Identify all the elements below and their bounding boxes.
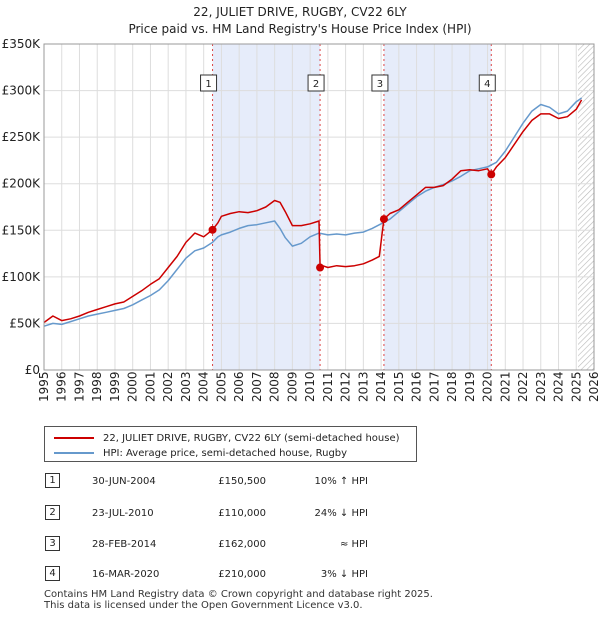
sale-number-badge: 3 bbox=[45, 536, 60, 551]
sale-date: 28-FEB-2014 bbox=[92, 539, 157, 550]
sale-date: 30-JUN-2004 bbox=[92, 476, 156, 487]
x-tick-label: 1999 bbox=[108, 371, 122, 402]
footer-attribution: Contains HM Land Registry data © Crown c… bbox=[44, 589, 433, 611]
sale-price: £110,000 bbox=[218, 508, 266, 519]
x-tick-label: 2006 bbox=[232, 371, 246, 402]
hpi-line bbox=[43, 97, 583, 327]
sale-price: £150,500 bbox=[218, 476, 266, 487]
x-tick-label: 2010 bbox=[303, 371, 317, 402]
sale-date: 16-MAR-2020 bbox=[92, 569, 160, 580]
x-tick-label: 2023 bbox=[534, 371, 548, 402]
x-tick-label: 2005 bbox=[214, 371, 228, 402]
x-tick-label: 2014 bbox=[374, 371, 388, 402]
y-tick-label: £100K bbox=[2, 270, 42, 284]
y-tick-label: £150K bbox=[2, 223, 42, 237]
sale-hpi-relation: 24% ↓ HPI bbox=[314, 508, 368, 519]
x-tick-label: 2024 bbox=[552, 371, 566, 402]
sale-marker-label: 3 bbox=[377, 79, 383, 90]
y-tick-label: £50K bbox=[9, 316, 41, 330]
sale-marker-label: 2 bbox=[313, 79, 319, 90]
x-tick-label: 2015 bbox=[392, 371, 406, 402]
sale-point bbox=[208, 225, 217, 234]
x-tick-label: 2000 bbox=[126, 371, 140, 402]
table-row: 4 16-MAR-2020 £210,000 3% ↓ HPI bbox=[0, 564, 600, 586]
sale-point bbox=[379, 215, 388, 224]
chart-legend: 22, JULIET DRIVE, RUGBY, CV22 6LY (semi-… bbox=[44, 426, 417, 462]
sale-marker-box bbox=[307, 74, 325, 92]
sale-hpi-relation: ≈ HPI bbox=[339, 539, 368, 550]
sale-number-badge: 4 bbox=[45, 566, 60, 581]
x-tick-label: 1995 bbox=[37, 371, 51, 402]
sale-date: 23-JUL-2010 bbox=[92, 508, 154, 519]
x-tick-label: 2001 bbox=[143, 371, 157, 402]
x-tick-label: 2026 bbox=[587, 371, 600, 402]
sale-marker-box bbox=[200, 74, 218, 92]
x-tick-label: 2021 bbox=[498, 371, 512, 402]
footer-line-licence: This data is licensed under the Open Gov… bbox=[44, 600, 363, 611]
sale-price: £210,000 bbox=[218, 569, 266, 580]
sale-marker-box bbox=[371, 74, 389, 92]
sale-price: £162,000 bbox=[218, 539, 266, 550]
chart-title: 22, JULIET DRIVE, RUGBY, CV22 6LY bbox=[193, 5, 407, 19]
chart-subtitle: Price paid vs. HM Land Registry's House … bbox=[128, 22, 471, 36]
sale-marker-label: 4 bbox=[484, 79, 490, 90]
table-row: 1 30-JUN-2004 £150,500 10% ↑ HPI bbox=[0, 471, 600, 493]
x-tick-label: 2009 bbox=[285, 371, 299, 402]
x-tick-label: 2017 bbox=[427, 371, 441, 402]
x-tick-label: 2016 bbox=[410, 371, 424, 402]
price-chart: 22, JULIET DRIVE, RUGBY, CV22 6LY Price … bbox=[2, 5, 600, 402]
x-tick-label: 2012 bbox=[339, 371, 353, 402]
sale-number-badge: 2 bbox=[45, 505, 60, 520]
sale-marker-label: 1 bbox=[205, 79, 211, 90]
forecast-hatch-area bbox=[578, 44, 594, 370]
footer-line-copyright: Contains HM Land Registry data © Crown c… bbox=[44, 589, 433, 600]
x-tick-label: 2025 bbox=[569, 371, 583, 402]
x-tick-label: 2002 bbox=[161, 371, 175, 402]
x-tick-label: 2022 bbox=[516, 371, 530, 402]
x-tick-label: 2018 bbox=[445, 371, 459, 402]
x-tick-label: 2003 bbox=[179, 371, 193, 402]
sale-point bbox=[487, 170, 496, 179]
x-tick-label: 1997 bbox=[72, 371, 86, 402]
x-tick-label: 2013 bbox=[356, 371, 370, 402]
y-tick-label: £200K bbox=[2, 177, 42, 191]
sale-hpi-relation: 10% ↑ HPI bbox=[314, 476, 368, 487]
sale-hpi-relation: 3% ↓ HPI bbox=[320, 569, 368, 580]
legend-label-property: 22, JULIET DRIVE, RUGBY, CV22 6LY (semi-… bbox=[103, 432, 400, 444]
legend-label-hpi: HPI: Average price, semi-detached house,… bbox=[103, 447, 348, 459]
x-tick-label: 2008 bbox=[268, 371, 282, 402]
legend-item-hpi: HPI: Average price, semi-detached house,… bbox=[54, 445, 347, 461]
sale-marker-box bbox=[478, 74, 496, 92]
x-tick-label: 2020 bbox=[481, 371, 495, 402]
sale-point bbox=[316, 263, 325, 272]
x-tick-label: 2004 bbox=[197, 371, 211, 402]
ownership-period-shade bbox=[383, 44, 492, 370]
y-tick-label: £300K bbox=[2, 84, 42, 98]
y-tick-label: £0 bbox=[25, 363, 40, 377]
x-tick-label: 2019 bbox=[463, 371, 477, 402]
x-tick-label: 2011 bbox=[321, 371, 335, 402]
y-tick-label: £250K bbox=[2, 130, 42, 144]
table-row: 3 28-FEB-2014 £162,000 ≈ HPI bbox=[0, 534, 600, 556]
y-tick-label: £350K bbox=[2, 37, 42, 51]
sale-number-badge: 1 bbox=[45, 473, 60, 488]
x-tick-label: 2007 bbox=[250, 371, 264, 402]
legend-item-property: 22, JULIET DRIVE, RUGBY, CV22 6LY (semi-… bbox=[54, 430, 400, 446]
plot-border bbox=[43, 43, 595, 371]
x-tick-label: 1996 bbox=[55, 371, 69, 402]
legend-swatch-property bbox=[54, 437, 94, 439]
table-row: 2 23-JUL-2010 £110,000 24% ↓ HPI bbox=[0, 503, 600, 525]
x-tick-label: 1998 bbox=[90, 371, 104, 402]
legend-swatch-hpi bbox=[54, 452, 94, 454]
